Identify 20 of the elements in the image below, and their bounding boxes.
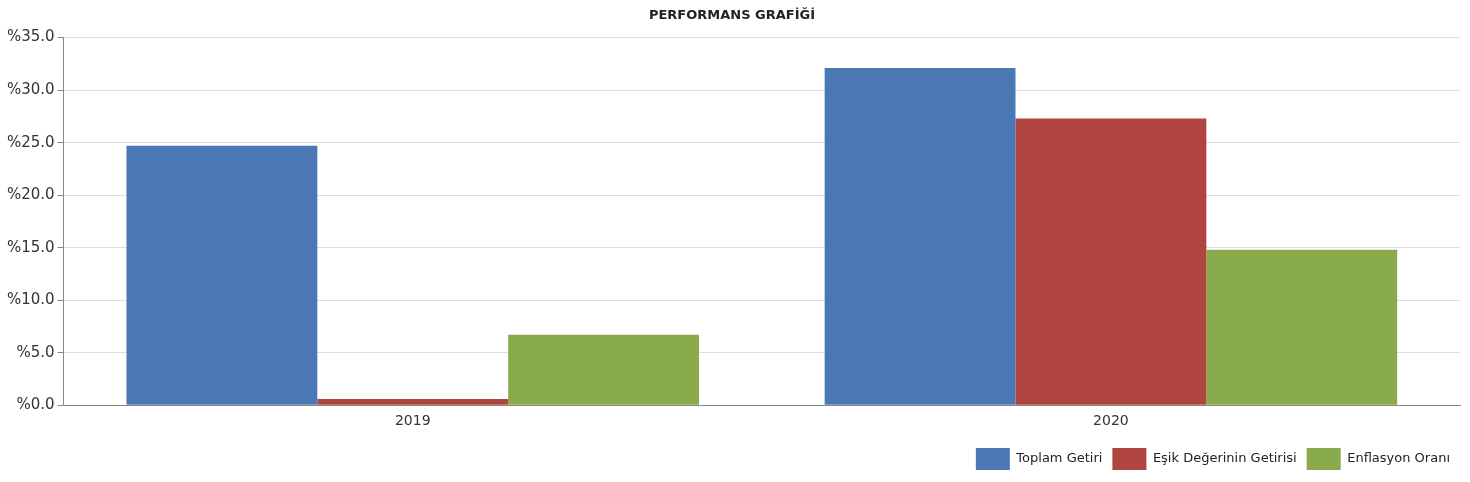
bar (1206, 249, 1398, 405)
y-tick-label: %5.0 (16, 342, 55, 361)
y-tick-label: %20.0 (7, 185, 55, 204)
bar (126, 145, 318, 405)
x-tick-label: 2020 (1093, 412, 1129, 429)
bar (824, 68, 1016, 405)
y-tick-label: %25.0 (7, 132, 55, 151)
y-tick-label: %30.0 (7, 80, 55, 98)
y-tick-label: %0.0 (16, 395, 55, 414)
bar (508, 334, 699, 405)
bar (317, 398, 509, 405)
legend-label: Toplam Getiri (1015, 450, 1103, 466)
y-tick-label: %15.0 (7, 237, 55, 256)
legend-label: Enflasyon Oranı (1347, 450, 1450, 466)
legend-label: Eşik Değerinin Getirisi (1152, 450, 1297, 466)
y-tick-label: %10.0 (7, 290, 55, 309)
y-tick-label: %35.0 (7, 27, 55, 46)
chart-title: PERFORMANS GRAFİĞİ (648, 7, 816, 23)
x-tick-label: 2019 (394, 412, 431, 429)
bar (1015, 118, 1207, 405)
